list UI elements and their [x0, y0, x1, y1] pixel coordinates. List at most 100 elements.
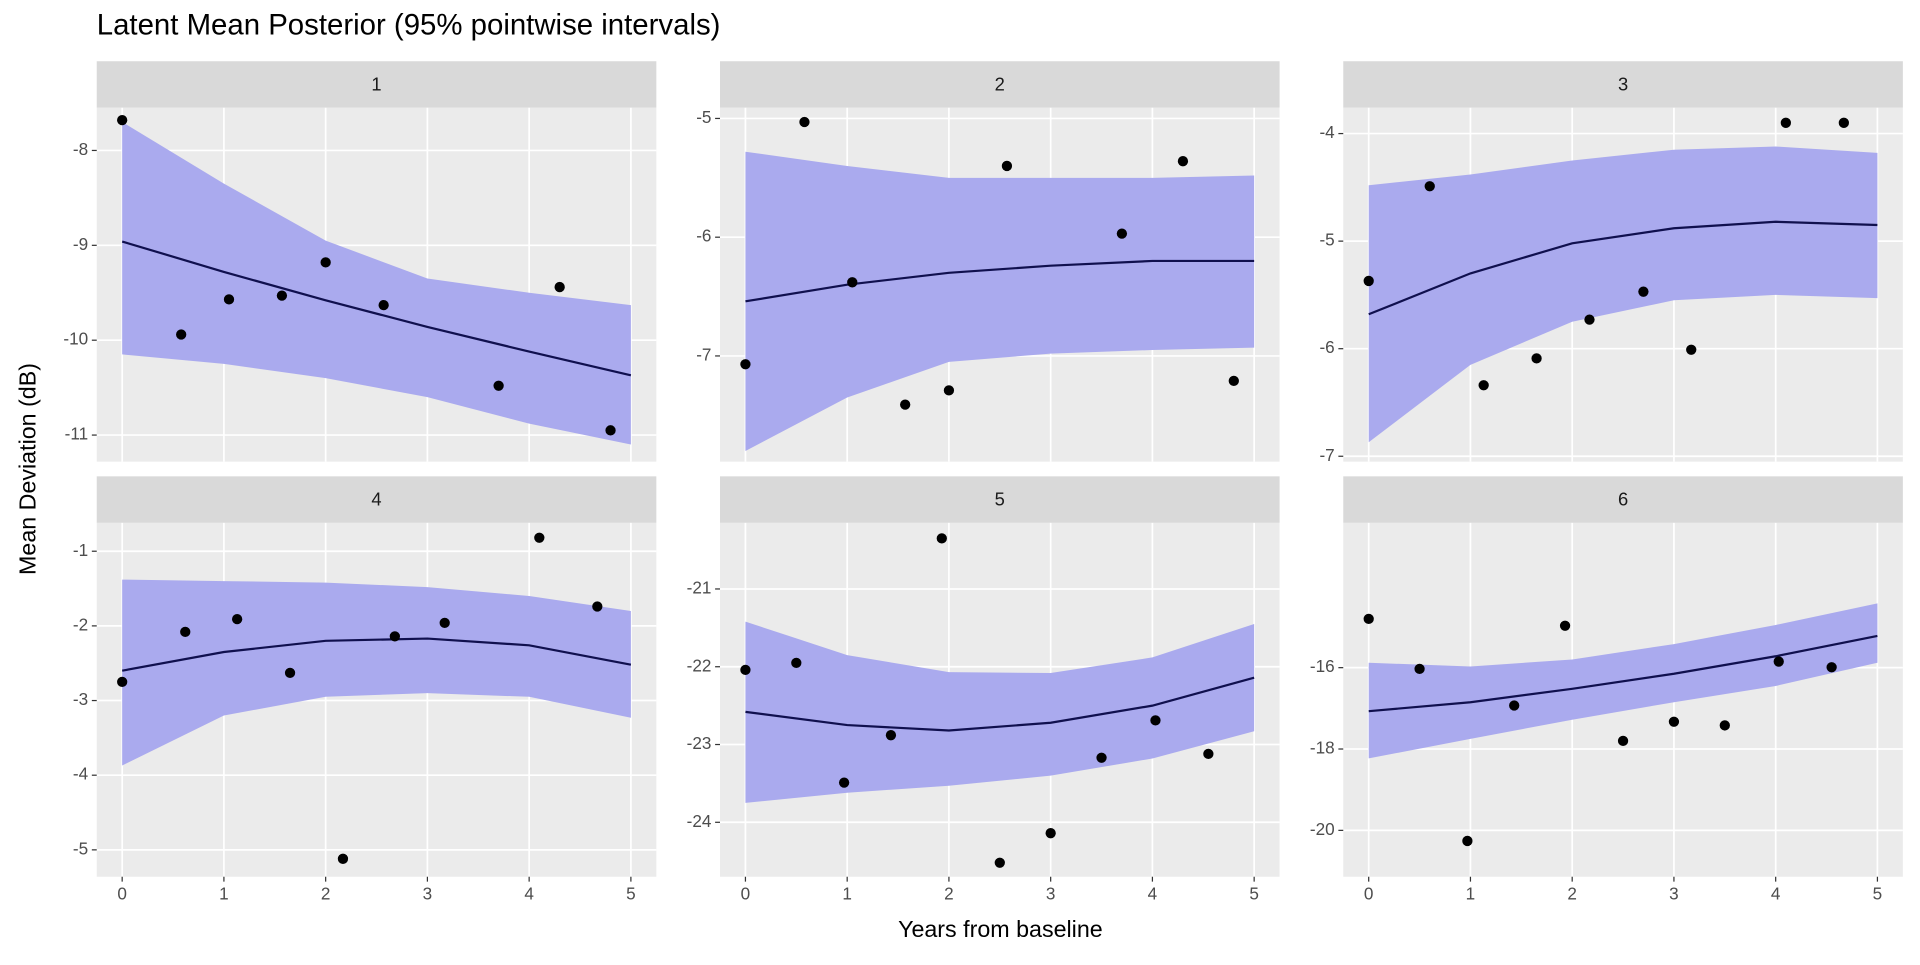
- data-point: [1462, 835, 1473, 847]
- data-point: [1045, 828, 1056, 839]
- y-tick-label: -2: [73, 614, 88, 634]
- y-tick-label: -8: [73, 139, 88, 159]
- data-point: [389, 631, 400, 642]
- y-tick-label: -22: [687, 655, 712, 675]
- x-tick-label: 5: [1249, 884, 1259, 904]
- x-tick-label: 2: [944, 884, 954, 904]
- plot-area: [1363, 117, 1878, 443]
- x-tick-label: 3: [1046, 884, 1056, 904]
- data-point: [1584, 314, 1595, 325]
- plot-area: [740, 533, 1255, 868]
- data-point: [740, 664, 751, 675]
- x-tick-label: 1: [219, 884, 229, 904]
- data-point: [1531, 353, 1542, 364]
- panel: 3 -4 -5 -6 -7: [1319, 61, 1903, 465]
- x-tick-label: 4: [1148, 884, 1158, 904]
- x-tick-label: 2: [321, 884, 331, 904]
- y-tick-label: -10: [63, 329, 88, 349]
- strip-label: 5: [995, 489, 1005, 510]
- x-tick-label: 0: [741, 884, 751, 904]
- mean-line: [1368, 220, 1878, 316]
- mean-line: [121, 637, 632, 672]
- data-point: [1509, 700, 1520, 711]
- y-tick-label: -9: [73, 234, 88, 254]
- interval-band: [122, 579, 631, 766]
- data-point: [1826, 662, 1837, 673]
- y-tick-label: -7: [1319, 445, 1334, 465]
- mean-line: [121, 240, 632, 377]
- data-point: [1617, 735, 1629, 747]
- strip-label: 4: [371, 489, 381, 510]
- x-tick-label: 3: [1669, 884, 1679, 904]
- y-tick-label: -16: [1310, 656, 1335, 676]
- strip: [720, 476, 1280, 523]
- data-point: [1363, 613, 1374, 624]
- y-tick-label: -21: [687, 577, 712, 597]
- x-axis-title: Years from baseline: [898, 916, 1103, 942]
- data-point: [1177, 156, 1189, 167]
- panel: 5 -21 -22 -23 -24 0 1 2 3 4 5: [687, 476, 1280, 904]
- x-tick-label: 4: [524, 884, 534, 904]
- strip: [1343, 61, 1903, 108]
- interval-band: [122, 121, 631, 445]
- y-tick-label: -5: [1319, 230, 1334, 250]
- data-point: [1424, 181, 1435, 192]
- data-point: [1150, 715, 1161, 726]
- data-point: [554, 281, 565, 293]
- data-point: [1838, 117, 1849, 128]
- data-point: [117, 676, 128, 688]
- y-tick-label: -4: [1319, 122, 1335, 142]
- y-tick-label: -1: [73, 540, 88, 560]
- data-point: [847, 277, 858, 288]
- data-point: [791, 657, 802, 668]
- data-point: [320, 257, 331, 268]
- data-point: [740, 359, 751, 370]
- strip-label: 3: [1618, 74, 1628, 95]
- data-point: [1719, 720, 1730, 731]
- data-point: [493, 380, 504, 391]
- strip-label: 2: [995, 74, 1005, 95]
- mean-line: [1368, 634, 1878, 713]
- data-point: [284, 667, 296, 679]
- x-tick-label: 0: [117, 884, 127, 904]
- data-point: [1096, 752, 1107, 763]
- data-point: [1668, 716, 1680, 727]
- y-tick-label: -23: [687, 733, 712, 753]
- data-point: [1414, 663, 1425, 675]
- strip: [1343, 476, 1903, 523]
- data-point: [180, 626, 191, 638]
- data-point: [231, 614, 243, 625]
- strip: [720, 61, 1280, 108]
- y-tick-label: -7: [696, 344, 711, 364]
- y-tick-label: -6: [696, 226, 711, 246]
- chart-title: Latent Mean Posterior (95% pointwise int…: [97, 9, 721, 42]
- data-point: [885, 730, 897, 741]
- x-tick-label: 5: [626, 884, 636, 904]
- panel: 2 -5 -6 -7: [696, 61, 1280, 462]
- data-point: [378, 299, 389, 311]
- interval-band: [745, 621, 1255, 803]
- data-point: [936, 533, 947, 544]
- data-point: [838, 777, 850, 788]
- data-point: [534, 532, 545, 543]
- data-point: [1228, 375, 1239, 387]
- data-point: [1363, 275, 1374, 287]
- data-point: [900, 399, 911, 410]
- data-point: [1559, 620, 1571, 631]
- data-point: [1001, 160, 1013, 172]
- x-tick-label: 1: [842, 884, 852, 904]
- y-tick-label: -5: [696, 107, 711, 127]
- strip-label: 6: [1618, 489, 1628, 510]
- data-point: [117, 114, 128, 126]
- data-point: [1116, 228, 1128, 239]
- data-point: [605, 425, 616, 436]
- x-tick-label: 3: [423, 884, 433, 904]
- data-point: [439, 617, 450, 629]
- data-point: [1203, 748, 1214, 759]
- strip: [96, 476, 657, 523]
- y-tick-label: -20: [1310, 819, 1335, 839]
- data-point: [994, 857, 1005, 868]
- panel: 1 -8 -9 -10 -11: [63, 61, 657, 462]
